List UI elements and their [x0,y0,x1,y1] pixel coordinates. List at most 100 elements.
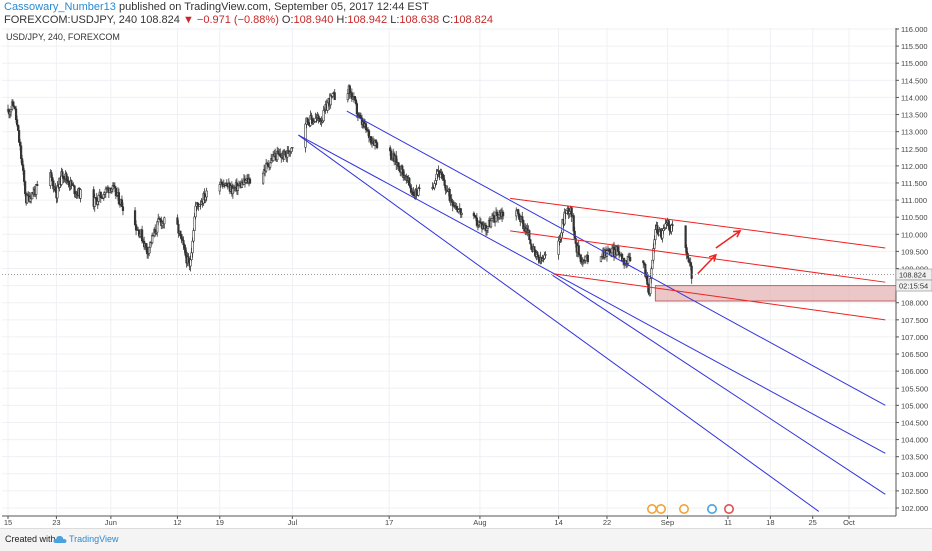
tradingview-brand[interactable]: TradingView [69,534,119,544]
y-tick-label: 115.500 [901,42,928,51]
candle [472,211,475,220]
price-chart[interactable]: 116.000 115.500 115.000 114.500 114.000 113.5… [0,25,932,528]
candle-body [20,145,23,159]
candle-body [114,187,117,197]
candle-body [148,247,151,254]
candle-body [22,164,25,171]
candle-body [204,196,207,201]
candle-body [284,150,287,156]
candle-body [409,185,412,189]
candle-body [390,150,393,161]
candle-body [13,106,17,110]
candle-body [412,192,415,197]
price-change: −0.971 (−0.88%) [196,14,279,26]
y-tick-label: 103.500 [901,453,928,462]
candle-body [475,217,479,226]
y-tick-label: 105.000 [901,401,928,410]
y-tick-label: 113.500 [901,111,928,120]
axes: 116.000 115.500 115.000 114.500 114.000 113.5… [2,25,928,527]
candle-body [448,189,451,201]
candle-body [687,257,690,262]
candle-body [317,115,320,119]
x-tick-label: Aug [473,518,486,527]
candle-body [610,247,614,254]
candle-body [401,165,404,170]
candle-body [574,238,577,244]
candle-body [662,228,665,231]
candle-body [8,111,12,115]
candle-body [16,124,20,131]
candle-body [145,243,148,248]
candle [291,146,294,152]
candle-body [460,212,463,215]
y-tick-label: 115.000 [901,59,928,68]
candle-body [364,123,368,131]
candle-body [577,245,580,256]
y-tick-label: 112.000 [901,162,928,171]
candle-body [355,103,359,115]
x-tick-label: 23 [52,518,60,527]
author-link[interactable]: Cassowary_Number13 [4,1,116,13]
y-tick-label: 104.500 [901,418,928,427]
y-tick-label: 110.000 [901,230,928,239]
candle-body [433,183,436,189]
candle-body [415,189,418,195]
candle-body [184,247,187,256]
y-tick-label: 116.000 [901,27,928,34]
x-tick-label: 25 [809,518,817,527]
candle [73,185,76,198]
candle-body [279,153,282,157]
candle [690,262,693,284]
candle-body [642,260,645,264]
candle-body [684,225,687,248]
candle-body [530,243,533,250]
y-tick-label: 104.000 [901,436,928,445]
candle-body [586,255,589,263]
countdown-tag [895,279,932,292]
candle-body [616,246,620,252]
grid [2,28,896,516]
candle-body [248,178,252,184]
candle-body [205,190,208,198]
y-tick-label: 103.000 [901,470,928,479]
y-tick-label: 108.000 [901,299,928,308]
candles [6,84,693,297]
candle [35,183,38,200]
candle-body [408,177,411,186]
arrow-shaft [715,230,741,249]
drawings [2,110,896,512]
candle-body [329,95,332,106]
candle-body [290,147,293,152]
candle-body [654,229,657,241]
candle [402,169,405,181]
candle-body [651,259,654,270]
candle-body [568,211,571,214]
candle-body [434,180,437,184]
open-label: O: [281,14,294,26]
symbol-info: FOREXCOM:USDJPY, 240 108.824 ▼ −0.971 (−… [4,14,493,26]
candle-body [50,172,53,178]
y-tick-label: 111.500 [901,179,927,188]
candle-body [269,162,272,168]
candle [279,148,282,157]
candle-body [141,229,144,242]
candle-body [584,256,587,261]
candle [180,234,183,244]
candle [518,212,521,220]
candle-body [661,230,664,239]
candle [133,207,137,227]
candle-body [497,214,501,218]
candle [70,179,73,190]
chart-area[interactable]: 116.000 115.500 115.000 114.500 114.000 113.5… [0,25,932,528]
x-tick-label: Jul [288,518,298,527]
candle-body [659,229,662,233]
candle-body [536,252,539,256]
x-tick-label: Oct [843,518,856,527]
candle-body [23,170,26,182]
candle-body [664,223,667,229]
candle-body [19,141,22,147]
candle [220,179,223,185]
candle [79,188,82,203]
candle [431,182,434,191]
candle-body [14,108,18,121]
